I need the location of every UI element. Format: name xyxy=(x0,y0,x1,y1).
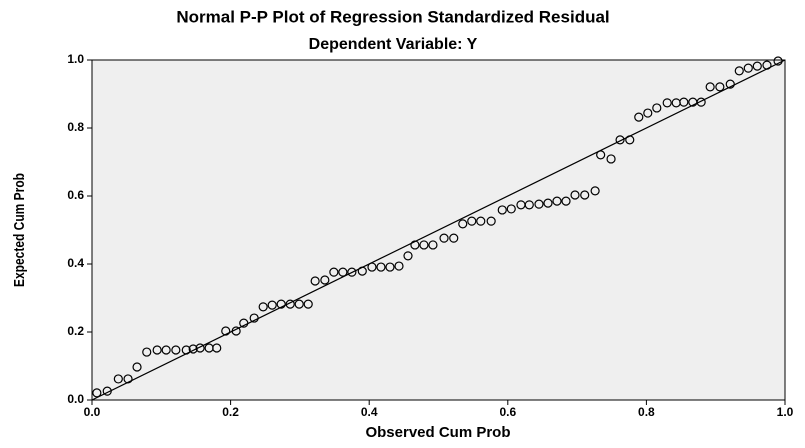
chart-title: Normal P-P Plot of Regression Standardiz… xyxy=(176,7,609,26)
chart: Normal P-P Plot of Regression Standardiz… xyxy=(0,0,805,448)
x-tick-label: 0.4 xyxy=(361,405,378,419)
y-tick-label: 0.6 xyxy=(67,188,84,202)
x-tick-label: 0.8 xyxy=(638,405,655,419)
x-tick-label: 0.0 xyxy=(84,405,101,419)
y-tick-label: 0.8 xyxy=(67,120,84,134)
y-tick-label: 0.4 xyxy=(67,256,84,270)
x-tick-label: 0.6 xyxy=(499,405,516,419)
y-tick-label: 1.0 xyxy=(67,52,84,66)
chart-subtitle: Dependent Variable: Y xyxy=(309,36,478,53)
x-axis-label: Observed Cum Prob xyxy=(365,424,510,441)
y-axis-label: Expected Cum Prob xyxy=(11,173,28,287)
x-tick-label: 0.2 xyxy=(222,405,239,419)
y-tick-label: 0.0 xyxy=(67,392,84,406)
y-tick-label: 0.2 xyxy=(67,324,84,338)
x-tick-label: 1.0 xyxy=(777,405,794,419)
